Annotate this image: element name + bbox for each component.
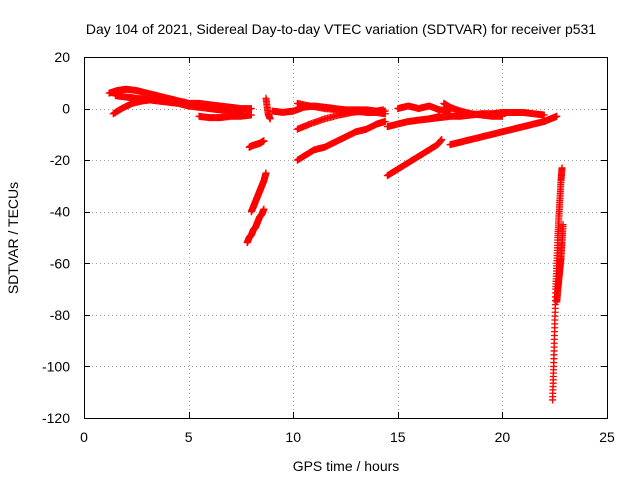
data-point (381, 117, 389, 125)
x-tick-label: 10 (285, 429, 301, 445)
x-tick-label: 0 (80, 429, 88, 445)
data-points (105, 85, 567, 404)
data-point (180, 98, 188, 106)
series-arc-11 (293, 106, 387, 133)
series-arc-13 (383, 136, 446, 180)
data-point (260, 205, 268, 213)
y-axis-label: SDTVAR / TECUs (5, 182, 21, 294)
series-arc-20 (553, 221, 567, 306)
data-point (247, 105, 255, 113)
y-tick-label: -60 (50, 255, 70, 271)
series-arc-17 (440, 99, 506, 120)
y-tick-label: -40 (50, 204, 70, 220)
x-tick-label: 15 (390, 429, 406, 445)
x-tick-label: 20 (495, 429, 511, 445)
series-arc-7 (243, 205, 268, 247)
series-arc-4 (195, 111, 255, 122)
data-point (247, 111, 255, 119)
y-tick-label: -20 (50, 152, 70, 168)
series-arc-15 (394, 102, 454, 115)
data-point (498, 112, 506, 120)
x-tick-label: 25 (599, 429, 615, 445)
data-point (260, 137, 268, 145)
data-point (379, 106, 387, 114)
data-point (540, 111, 548, 119)
series-arc-5 (247, 169, 270, 216)
series-arc-6 (245, 137, 268, 151)
data-point (438, 136, 446, 144)
y-tick-label: -100 (42, 358, 70, 374)
series-arc-19 (549, 164, 566, 404)
y-tick-labels: 20 0 -20 -40 -60 -80 -100 -120 (42, 49, 70, 426)
data-point (262, 169, 270, 177)
x-tick-labels: 0 5 10 15 20 25 (80, 429, 615, 445)
y-tick-label: 0 (62, 101, 70, 117)
data-point (559, 221, 567, 229)
series-arc-3 (109, 96, 188, 118)
x-tick-label: 5 (185, 429, 193, 445)
y-tick-label: -80 (50, 307, 70, 323)
data-point (381, 110, 389, 118)
data-point (553, 112, 561, 120)
y-tick-label: -120 (42, 410, 70, 426)
x-axis-label: GPS time / hours (293, 458, 400, 474)
plot-border (84, 57, 608, 419)
data-point (558, 164, 566, 172)
series-arc-12 (293, 117, 389, 164)
y-tick-label: 20 (54, 49, 70, 65)
series-arc-18 (446, 112, 561, 149)
data-point (266, 115, 274, 123)
axis-ticks (84, 57, 608, 419)
chart-title: Day 104 of 2021, Sidereal Day-to-day VTE… (86, 21, 596, 37)
